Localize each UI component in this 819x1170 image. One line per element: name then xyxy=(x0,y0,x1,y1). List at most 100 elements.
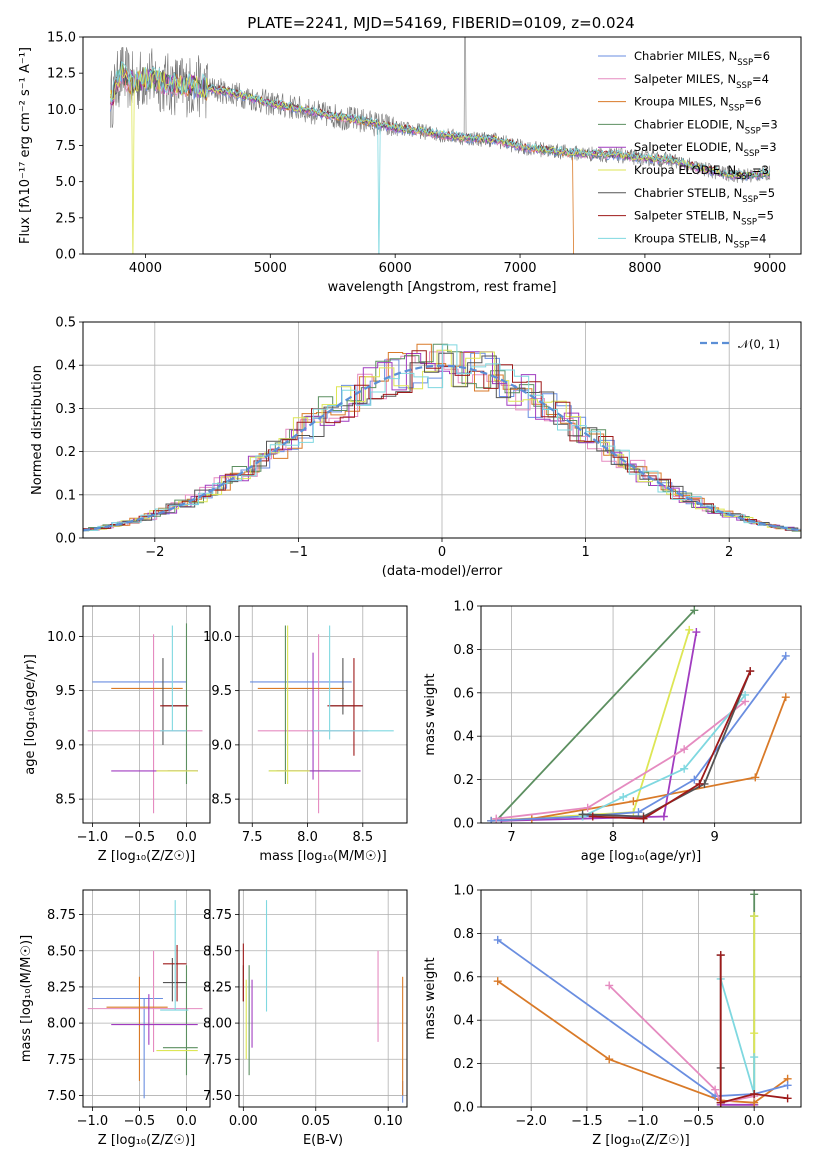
mass-weight-marker xyxy=(588,812,597,821)
mass-weight-line-0 xyxy=(497,939,788,1098)
mass-weight-marker xyxy=(716,1098,725,1107)
mass-weight-marker xyxy=(695,779,704,788)
mass-weight-marker xyxy=(781,651,790,660)
x-axis-label: mass [log₁₀(M/M☉)] xyxy=(259,849,386,864)
x-tick-label: 0.0 xyxy=(744,1114,765,1129)
x-axis-label: age [log₁₀(age/yr)] xyxy=(581,849,702,864)
mass-weight-marker xyxy=(492,814,501,823)
x-axis-label: (data-model)/error xyxy=(382,564,503,579)
plot-area xyxy=(87,623,203,814)
y-tick-label: 12.5 xyxy=(47,67,76,82)
x-tick-label: 8 xyxy=(609,830,617,845)
mass-weight-marker xyxy=(583,803,592,812)
mass-weight-marker xyxy=(692,628,701,637)
spectrum-title: PLATE=2241, MJD=54169, FIBERID=0109, z=0… xyxy=(247,14,634,32)
y-tick-label: 8.75 xyxy=(47,908,76,923)
y-tick-label: 0.2 xyxy=(453,1057,474,1072)
x-tick-label: 9 xyxy=(711,830,719,845)
age-vs-mass-plot: 7.5 8.0 8.5 8.5 9.0 9.5 10.0 mass [log₁₀(M/M☉)] xyxy=(203,605,408,864)
mass-vs-metallicity-plot: −1.0 −0.5 0.0 7.50 7.75 8.00 8.25 8.50 8.75 Z [lo… xyxy=(19,889,211,1148)
mass-weight-marker xyxy=(634,808,643,817)
residual-histogram-plot: −2 −1 0 1 2 0.0 0.1 0.2 0.3 0.4 0.5 (data-model)/er… xyxy=(30,316,802,579)
age-vs-metallicity-plot: −1.0 −0.5 0.0 8.5 9.0 9.5 10.0 Z [log₁₀(Z/Z☉)] a… xyxy=(23,605,211,864)
mass-weight-marker xyxy=(493,935,502,944)
mass-weight-marker xyxy=(750,890,759,899)
legend-label: Salpeter STELIB, NSSP=5 xyxy=(634,209,774,228)
y-axis-label: age [log₁₀(age/yr)] xyxy=(23,654,38,775)
x-tick-label: −1.0 xyxy=(77,830,109,845)
y-axis-label: Normed distribution xyxy=(30,365,45,495)
plot-area xyxy=(110,37,771,254)
y-tick-label: 5.0 xyxy=(55,175,76,190)
mass-weight-marker xyxy=(680,745,689,754)
y-tick-label: 8.25 xyxy=(47,980,76,995)
mass-weight-marker xyxy=(690,606,699,615)
mass-weight-line-3 xyxy=(495,609,695,822)
x-tick-label: 5000 xyxy=(254,261,287,276)
plot-area xyxy=(493,890,792,1107)
y-tick-label: 0.0 xyxy=(453,817,474,832)
y-tick-label: 10.0 xyxy=(203,630,232,645)
y-tick-label: 0.8 xyxy=(453,643,474,658)
mass-weight-marker xyxy=(741,690,750,699)
plot-area xyxy=(242,900,404,1103)
mass-weight-marker xyxy=(578,810,587,819)
legend-label: Chabrier ELODIE, NSSP=3 xyxy=(634,117,778,136)
y-tick-label: 8.50 xyxy=(203,944,232,959)
mass-weight-marker xyxy=(750,1029,759,1038)
y-tick-label: 8.00 xyxy=(47,1017,76,1032)
axes-frame xyxy=(82,889,211,1108)
y-tick-label: 7.5 xyxy=(55,139,76,154)
y-axis-label: Flux [fλ10⁻¹⁷ erg cm⁻² s⁻¹ A⁻¹] xyxy=(18,47,33,244)
mass-weight-marker xyxy=(750,912,759,921)
y-tick-label: 0.4 xyxy=(453,1014,474,1029)
x-tick-label: 0.05 xyxy=(301,1114,330,1129)
mass-weight-line-7 xyxy=(592,670,752,820)
axes-frame xyxy=(238,605,408,824)
x-tick-label: 1 xyxy=(581,545,589,560)
x-tick-label: 2 xyxy=(725,545,733,560)
mass-weight-line-1 xyxy=(496,700,746,820)
mass-weight-marker xyxy=(639,814,648,823)
x-tick-label: −2 xyxy=(145,545,164,560)
axes-frame xyxy=(480,605,802,824)
legend-label: Chabrier MILES, NSSP=6 xyxy=(634,49,770,68)
x-tick-label: 7.5 xyxy=(242,830,263,845)
legend-label: Kroupa STELIB, NSSP=4 xyxy=(634,231,766,250)
y-tick-label: 7.75 xyxy=(47,1053,76,1068)
mass-weight-marker xyxy=(680,764,689,773)
histogram-5 xyxy=(83,349,801,531)
histogram-2 xyxy=(83,343,801,531)
mass-weight-marker xyxy=(493,977,502,986)
y-tick-label: 0.4 xyxy=(55,359,76,374)
y-tick-label: 0.3 xyxy=(55,402,76,417)
x-tick-label: 0.10 xyxy=(374,1114,403,1129)
x-tick-label: −1.0 xyxy=(77,1114,109,1129)
y-axis-label: mass weight xyxy=(423,957,438,1039)
x-tick-label: 8.0 xyxy=(297,830,318,845)
mass-weight-marker xyxy=(605,981,614,990)
mass-weight-marker xyxy=(750,1053,759,1062)
mass-weight-marker xyxy=(487,816,496,823)
model-spectrum-8 xyxy=(110,61,771,254)
mass-weight-marker xyxy=(746,667,755,676)
x-tick-label: 8.5 xyxy=(352,830,373,845)
y-tick-label: 0.1 xyxy=(55,488,76,503)
x-tick-label: −0.5 xyxy=(124,1114,156,1129)
plot-area xyxy=(250,625,394,814)
x-axis-label: wavelength [Angstrom, rest frame] xyxy=(328,280,557,295)
mass-weight-marker xyxy=(605,1055,614,1064)
x-tick-label: 0.0 xyxy=(176,830,197,845)
x-tick-label: 4000 xyxy=(129,261,162,276)
y-tick-label: 9.0 xyxy=(211,738,232,753)
x-tick-label: −2.0 xyxy=(515,1114,547,1129)
x-axis-label: E(B-V) xyxy=(303,1133,343,1148)
mass-weight-vs-metallicity-plot: −2.0 −1.5 −1.0 −0.5 0.0 0.0 0.2 0.4 0.6 0.8 1.0 Z [… xyxy=(423,884,802,1148)
y-tick-label: 15.0 xyxy=(47,31,76,46)
x-tick-label: −0.5 xyxy=(124,830,156,845)
x-tick-label: 7000 xyxy=(503,261,536,276)
plot-area xyxy=(87,900,203,1099)
x-axis-label: Z [log₁₀(Z/Z☉)] xyxy=(98,1133,195,1148)
y-tick-label: 7.50 xyxy=(47,1089,76,1104)
